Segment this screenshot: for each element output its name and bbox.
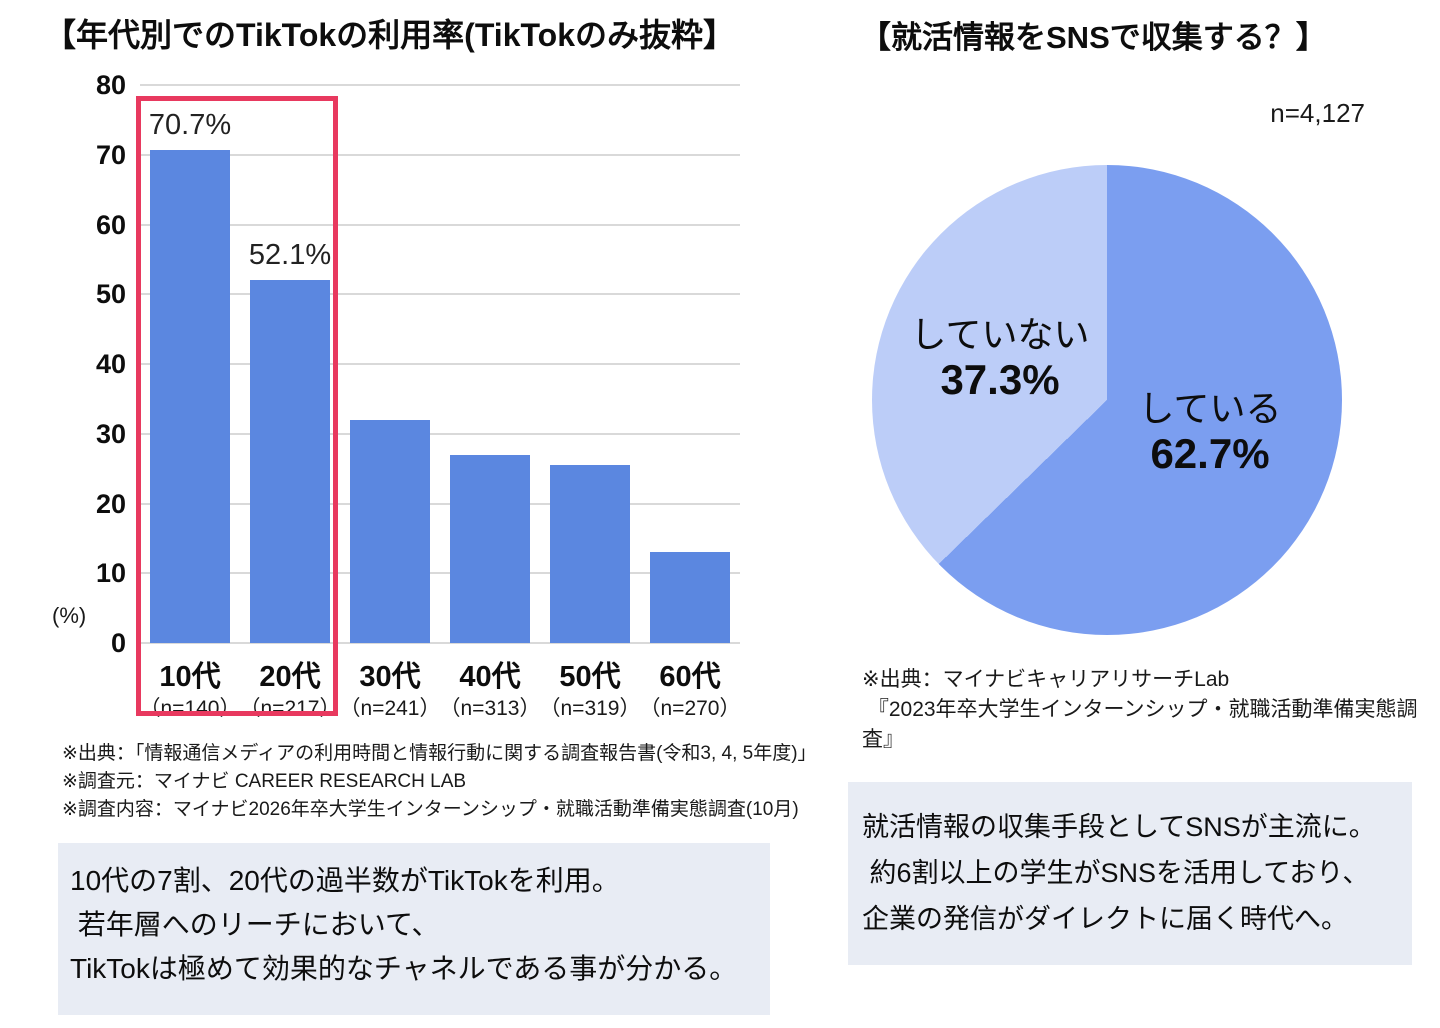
bar-chart-footnotes: ※出典：「情報通信メディアの利用時間と情報行動に関する調査報告書(令和3, 4,…	[62, 740, 817, 824]
bar	[150, 149, 230, 643]
pie-chart-title: 【就活情報をSNSで収集する？】	[860, 20, 1327, 55]
gridline	[140, 293, 740, 296]
bar-chart-y-axis: 0 10 20 30 40 50 60 70 80	[60, 70, 126, 658]
bar	[550, 465, 630, 643]
y-tick-label: 20	[95, 488, 126, 519]
x-category-label: 20代	[259, 661, 321, 693]
insight-line: 10代の7割、20代の過半数がTikTokを利用。	[70, 865, 620, 896]
highlight-frame	[136, 96, 338, 716]
y-tick-label: 30	[95, 418, 126, 449]
x-category-sublabel: （n=241）	[339, 697, 441, 720]
gridline	[140, 363, 740, 365]
bar-slot-30代: 30代 （n=241）	[340, 85, 440, 720]
bar	[650, 552, 730, 643]
bar	[450, 454, 530, 643]
x-category-sublabel: （n=313）	[439, 697, 541, 720]
y-tick-label: 40	[95, 349, 126, 379]
right-insight-box: 就活情報の収集手段としてSNSが主流に。 約6割以上の学生がSNSを活用しており…	[848, 782, 1412, 965]
x-category-sublabel: （n=270）	[639, 697, 741, 720]
left-insight-box: 10代の7割、20代の過半数がTikTokを利用。 若年層へのリーチにおいて、 …	[58, 843, 770, 1015]
x-category-label: 50代	[559, 661, 621, 693]
bar-value-label: 70.7%	[148, 108, 232, 141]
pie-source-line: 『2023年卒大学生インターンシップ・就職活動準備実態調査』	[862, 698, 1418, 751]
x-category-label: 10代	[159, 661, 221, 693]
pie-chart-source: ※出典：マイナビキャリアリサーチLab 『2023年卒大学生インターンシップ・就…	[862, 665, 1440, 755]
bar-slot-50代: 50代 （n=319）	[540, 85, 640, 720]
y-tick-label: 70	[95, 139, 126, 170]
footnote-survey: ※調査内容：マイナビ2026年卒大学生インターンシップ・就職活動準備実態調査(1…	[62, 799, 799, 820]
bar-chart-title: 【年代別でのTikTokの利用率(TikTokのみ抜粋】	[44, 17, 736, 53]
bar-slot-40代: 40代 （n=313）	[440, 85, 540, 720]
insight-line: 企業の発信がダイレクトに届く時代へ。	[862, 904, 1348, 934]
pie-slice-label-yes: している	[1138, 388, 1282, 429]
x-category-sublabel: （n=319）	[539, 697, 641, 720]
bar-plot: 70.7% 10代 （n=140） 52.1% 20代 （n=217） 30代 （n=241）…	[140, 84, 740, 720]
y-axis-unit-label: (%)	[52, 603, 87, 628]
bar-slot-20代: 52.1% 20代 （n=217）	[240, 85, 341, 720]
pie-source-line: ※出典：マイナビキャリアリサーチLab	[862, 668, 1230, 691]
y-tick-label: 0	[110, 628, 126, 658]
x-category-label: 40代	[459, 661, 521, 693]
bar	[250, 279, 330, 643]
gridline	[140, 432, 740, 435]
y-tick-label: 10	[95, 558, 126, 589]
footnote-agency: ※調査元：マイナビ CAREER RESEARCH LAB	[62, 771, 467, 792]
y-tick-label: 60	[95, 209, 126, 240]
pie-slice-label-no: していない	[910, 314, 1090, 355]
bar	[350, 419, 430, 643]
gridline	[140, 84, 740, 86]
pie-chart	[872, 165, 1342, 635]
y-tick-label: 50	[95, 279, 126, 310]
insight-line: TikTokは極めて効果的なチャネルである事が分かる。	[70, 953, 738, 984]
pie-slice-percent-no: 37.3%	[940, 356, 1060, 403]
x-category-label: 60代	[659, 661, 721, 693]
insight-line: 就活情報の収集手段としてSNSが主流に。	[862, 812, 1376, 842]
gridline	[140, 642, 740, 644]
bar-slot-60代: 60代 （n=270）	[640, 85, 740, 720]
gridline	[140, 572, 740, 575]
pie-slice-percent-yes: 62.7%	[1150, 430, 1270, 477]
pie-sample-size: n=4,127	[1270, 98, 1365, 128]
insight-line: 約6割以上の学生がSNSを活用しており、	[862, 858, 1370, 888]
x-category-label: 30代	[359, 661, 421, 693]
y-tick-label: 80	[95, 70, 126, 100]
gridline	[140, 153, 740, 156]
gridline	[140, 502, 740, 505]
bar-value-label: 52.1%	[248, 238, 332, 271]
footnote-source: ※出典：「情報通信メディアの利用時間と情報行動に関する調査報告書(令和3, 4,…	[62, 743, 817, 764]
gridline	[140, 223, 740, 226]
insight-line: 若年層へのリーチにおいて、	[70, 909, 440, 940]
